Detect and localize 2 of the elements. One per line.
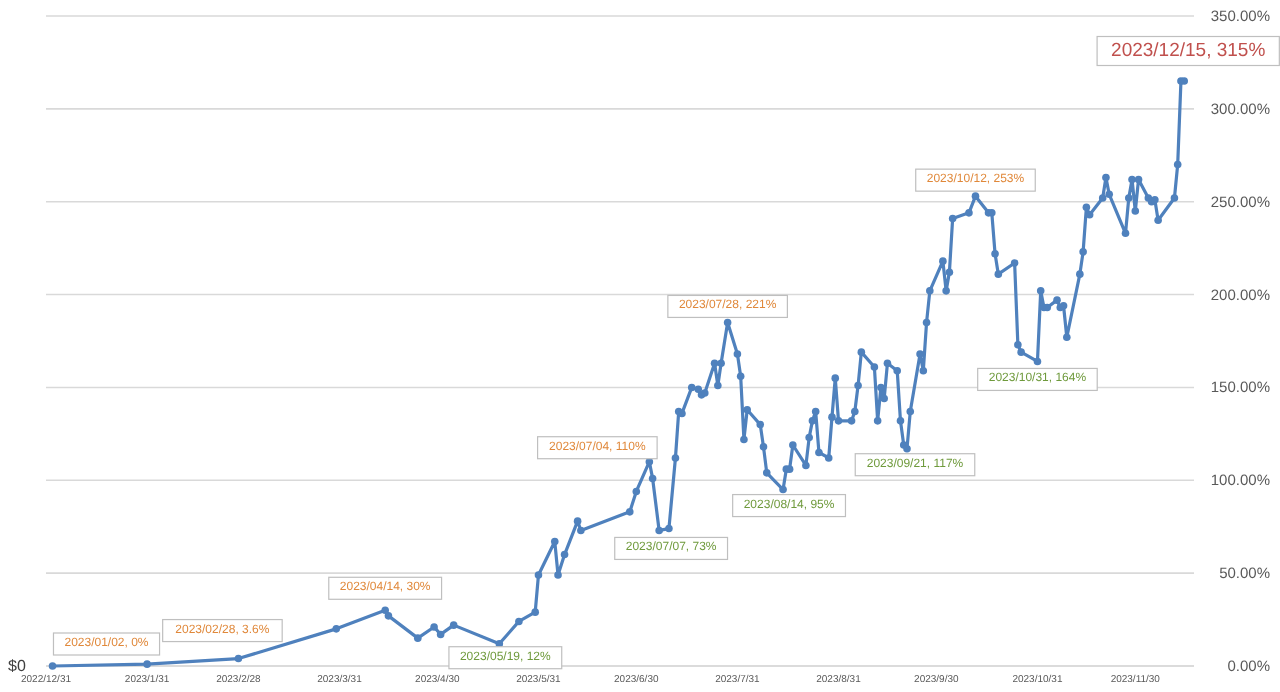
annotation: 2023/12/15, 315% — [1111, 40, 1267, 62]
text: $0 — [8, 657, 27, 675]
